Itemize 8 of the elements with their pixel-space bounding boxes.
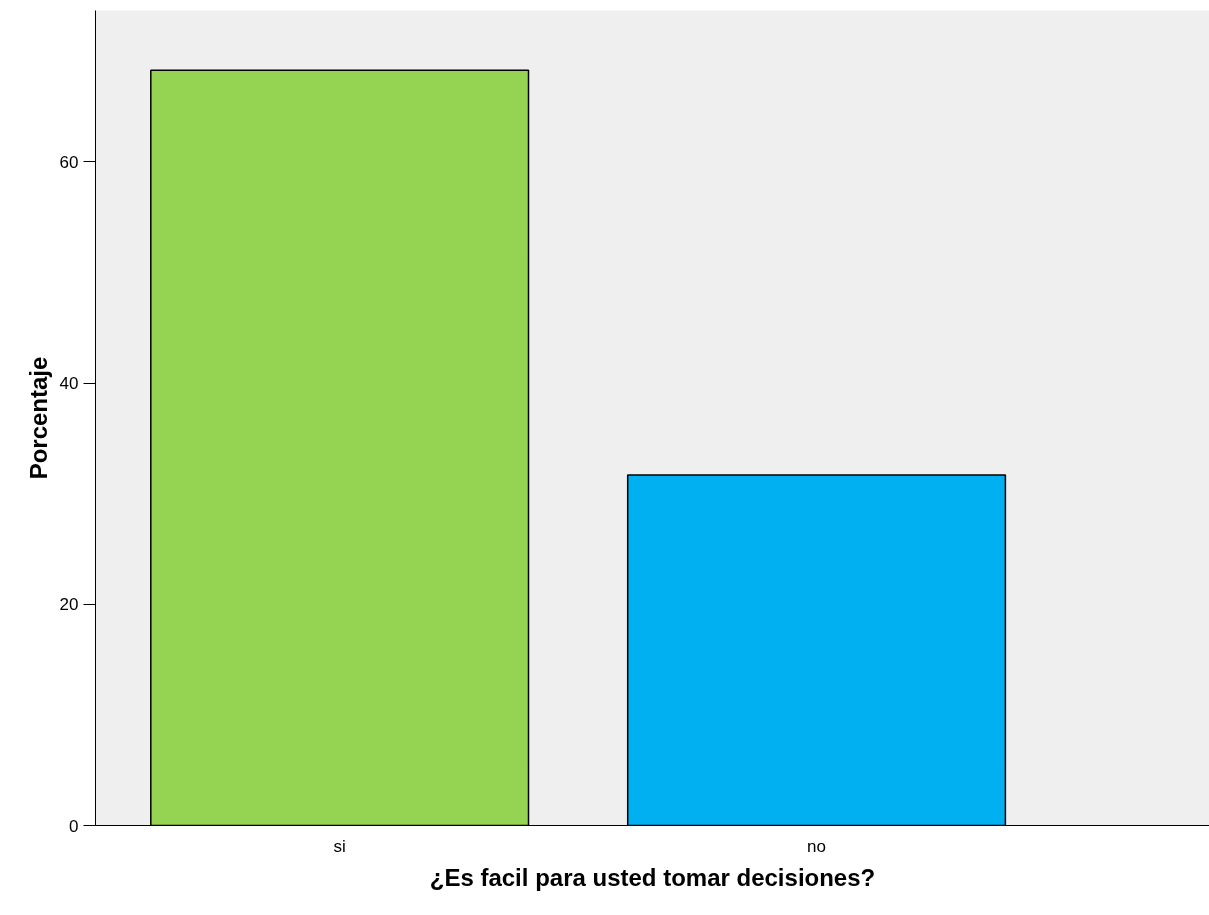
y-tick-label: 20 [59,595,79,615]
x-tick-label: si [333,836,346,856]
x-tick-label: no [807,836,827,856]
y-tick-label: 60 [59,153,79,172]
y-tick-label: 0 [69,816,79,836]
x-axis-title: ¿Es facil para usted tomar decisiones? [429,863,876,891]
y-axis-title: Porcentaje [24,356,52,480]
y-tick-label: 40 [59,374,79,394]
